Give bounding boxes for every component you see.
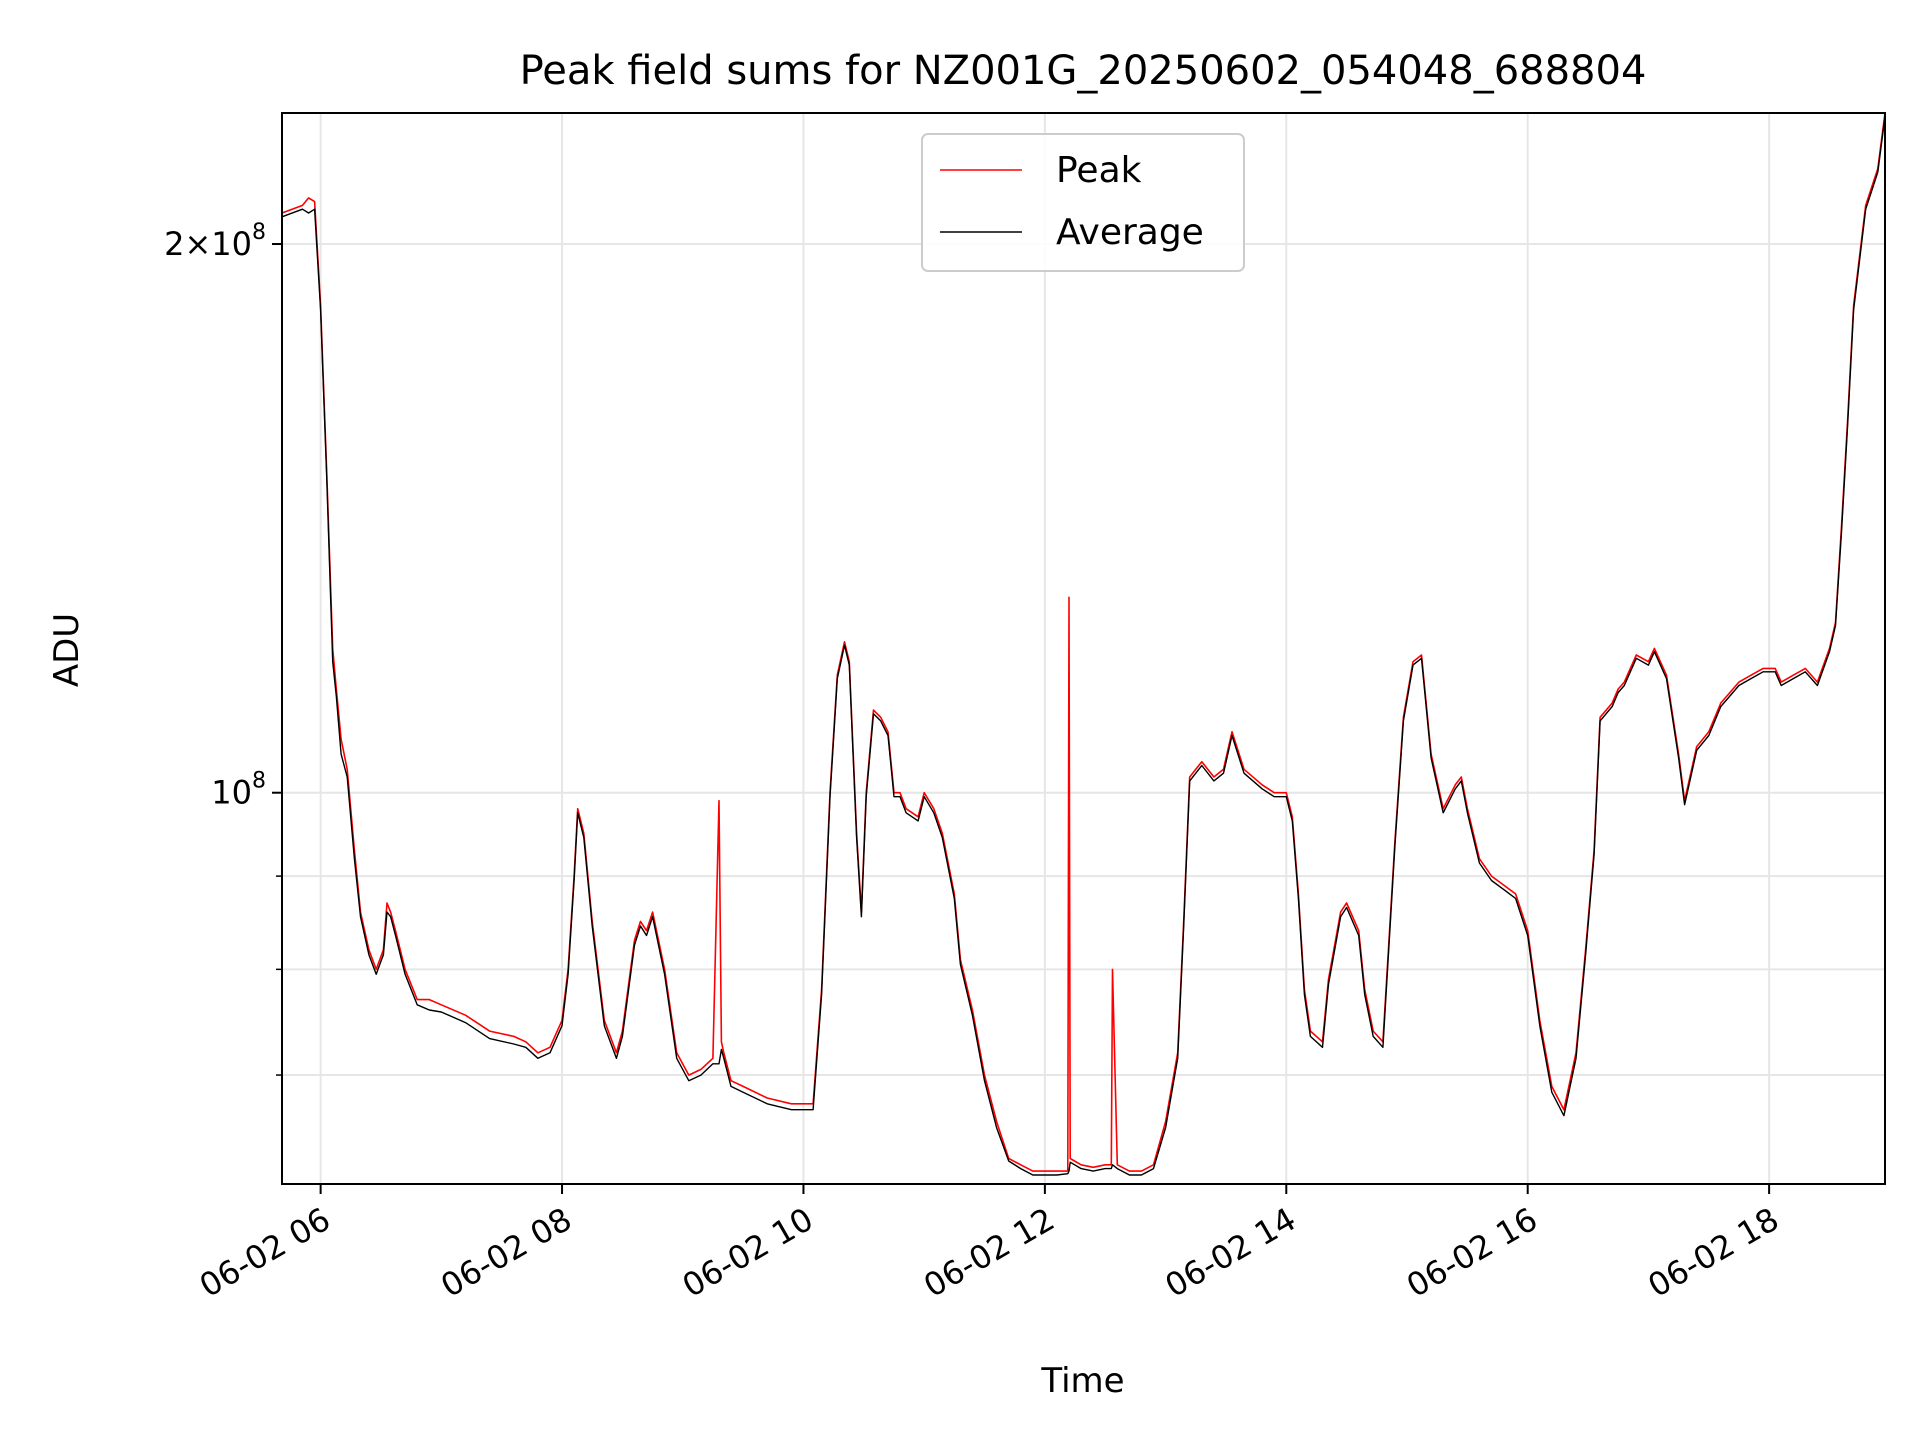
y-tick-base: 10 — [211, 774, 252, 812]
legend-label-peak: Peak — [1056, 150, 1142, 191]
y-tick-label: 108 — [211, 769, 266, 812]
legend-box — [921, 133, 1245, 272]
y-tick-exponent: 8 — [252, 220, 266, 245]
series-group — [281, 112, 1886, 1176]
legend: Peak Average — [921, 133, 1245, 272]
series-line-average — [281, 116, 1886, 1176]
legend-label-average: Average — [1056, 212, 1204, 253]
y-axis-label: ADU — [47, 613, 87, 687]
y-tick-exponent: 8 — [252, 769, 266, 794]
grid — [282, 113, 1885, 1184]
x-axis-label: Time — [1040, 1361, 1124, 1401]
plot-frame — [281, 112, 1886, 1185]
chart-title: Peak field sums for NZ001G_20250602_0540… — [520, 48, 1647, 94]
y-tick-label: 2×108 — [164, 220, 266, 263]
y-tick-base: 10 — [211, 225, 252, 263]
y-tick-mantissa: 2× — [164, 225, 211, 263]
